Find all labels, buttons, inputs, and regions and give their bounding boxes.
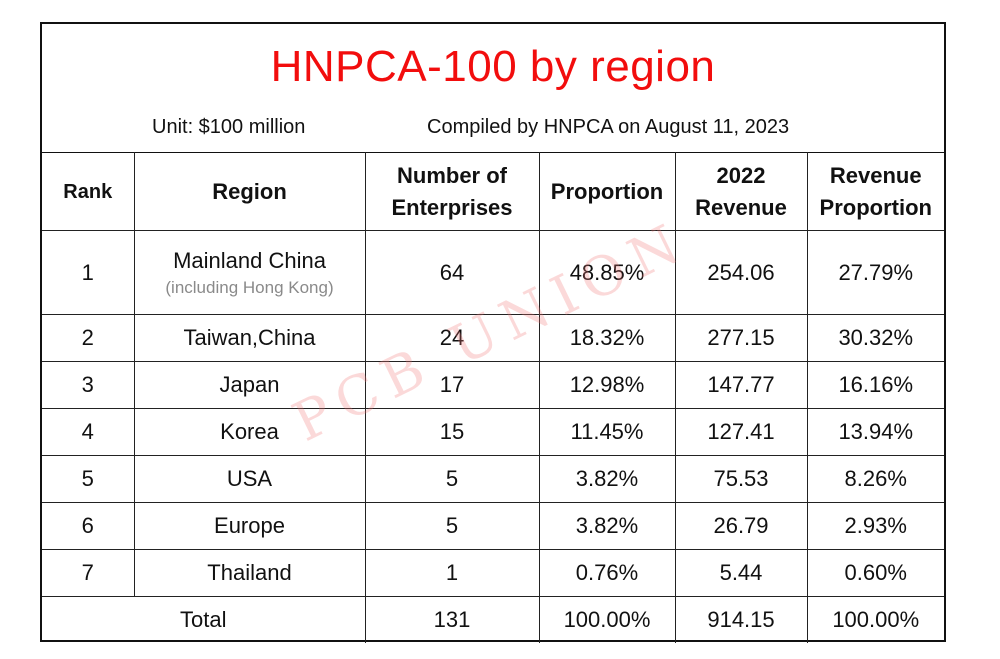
region-cell: USA <box>133 455 366 503</box>
enterprises-cell: 17 <box>364 361 540 409</box>
table-row: 1 Mainland China (including Hong Kong) 6… <box>42 230 944 315</box>
total-enterprises: 131 <box>364 596 540 643</box>
proportion-cell: 11.45% <box>538 408 676 456</box>
enterprises-cell: 64 <box>364 230 540 315</box>
region-table: Rank Region Number of Enterprises Propor… <box>42 152 944 643</box>
header-revenue-proportion: Revenue Proportion <box>806 152 944 231</box>
proportion-cell: 0.76% <box>538 549 676 597</box>
rank-cell: 7 <box>42 549 135 597</box>
header-rank: Rank <box>42 152 135 231</box>
region-name: Mainland China <box>173 247 326 273</box>
proportion-cell: 48.85% <box>538 230 676 315</box>
table-row: 5 USA 5 3.82% 75.53 8.26% <box>42 455 944 503</box>
header-revenue: 2022 Revenue <box>674 152 808 231</box>
proportion-cell: 12.98% <box>538 361 676 409</box>
revenue-cell: 254.06 <box>674 230 808 315</box>
header-enterprises-line2: Enterprises <box>391 194 513 220</box>
rank-cell: 2 <box>42 314 135 362</box>
enterprises-cell: 24 <box>364 314 540 362</box>
enterprises-cell: 5 <box>364 455 540 503</box>
revenue-proportion-cell: 0.60% <box>806 549 944 597</box>
header-revenue-line2: Revenue <box>695 194 787 220</box>
revenue-proportion-cell: 30.32% <box>806 314 944 362</box>
rank-cell: 5 <box>42 455 135 503</box>
proportion-cell: 3.82% <box>538 455 676 503</box>
revenue-proportion-cell: 27.79% <box>806 230 944 315</box>
table-row: 4 Korea 15 11.45% 127.41 13.94% <box>42 408 944 456</box>
enterprises-cell: 15 <box>364 408 540 456</box>
table-row: 6 Europe 5 3.82% 26.79 2.93% <box>42 502 944 550</box>
revenue-proportion-cell: 13.94% <box>806 408 944 456</box>
proportion-cell: 3.82% <box>538 502 676 550</box>
unit-label: Unit: $100 million <box>152 116 306 138</box>
revenue-cell: 277.15 <box>674 314 808 362</box>
enterprises-cell: 5 <box>364 502 540 550</box>
page-title: HNPCA-100 by region <box>270 42 716 91</box>
header-rev-prop-line2: Proportion <box>819 194 932 220</box>
table-row: 7 Thailand 1 0.76% 5.44 0.60% <box>42 549 944 597</box>
revenue-cell: 75.53 <box>674 455 808 503</box>
revenue-proportion-cell: 8.26% <box>806 455 944 503</box>
total-label: Total <box>42 596 366 643</box>
revenue-cell: 127.41 <box>674 408 808 456</box>
enterprises-cell: 1 <box>364 549 540 597</box>
compiled-label: Compiled by HNPCA on August 11, 2023 <box>427 116 790 138</box>
header-enterprises: Number of Enterprises <box>364 152 540 231</box>
header-rev-prop-line1: Revenue <box>829 162 922 188</box>
table-frame: HNPCA-100 by region Unit: $100 million C… <box>40 22 946 643</box>
header-revenue-line1: 2022 <box>716 162 766 188</box>
revenue-proportion-cell: 16.16% <box>806 361 944 409</box>
proportion-cell: 18.32% <box>538 314 676 362</box>
revenue-cell: 26.79 <box>674 502 808 550</box>
rank-cell: 1 <box>42 230 135 315</box>
region-cell: Japan <box>133 361 366 409</box>
revenue-cell: 147.77 <box>674 361 808 409</box>
total-row: Total 131 100.00% 914.15 100.00% <box>42 596 944 643</box>
revenue-cell: 5.44 <box>674 549 808 597</box>
region-cell: Korea <box>133 408 366 456</box>
total-revenue: 914.15 <box>674 596 808 643</box>
region-cell: Europe <box>133 502 366 550</box>
header-enterprises-line1: Number of <box>397 162 507 188</box>
total-proportion: 100.00% <box>538 596 676 643</box>
table-row: 2 Taiwan,China 24 18.32% 277.15 30.32% <box>42 314 944 362</box>
header-row: Rank Region Number of Enterprises Propor… <box>42 152 944 231</box>
rank-cell: 6 <box>42 502 135 550</box>
region-cell: Taiwan,China <box>133 314 366 362</box>
total-revenue-proportion: 100.00% <box>806 596 944 643</box>
header-region: Region <box>133 152 366 231</box>
rank-cell: 3 <box>42 361 135 409</box>
revenue-proportion-cell: 2.93% <box>806 502 944 550</box>
rank-cell: 4 <box>42 408 135 456</box>
table-row: 3 Japan 17 12.98% 147.77 16.16% <box>42 361 944 409</box>
region-note: (including Hong Kong) <box>165 277 334 297</box>
region-cell: Thailand <box>133 549 366 597</box>
region-cell: Mainland China (including Hong Kong) <box>133 230 366 315</box>
header-proportion: Proportion <box>538 152 676 231</box>
